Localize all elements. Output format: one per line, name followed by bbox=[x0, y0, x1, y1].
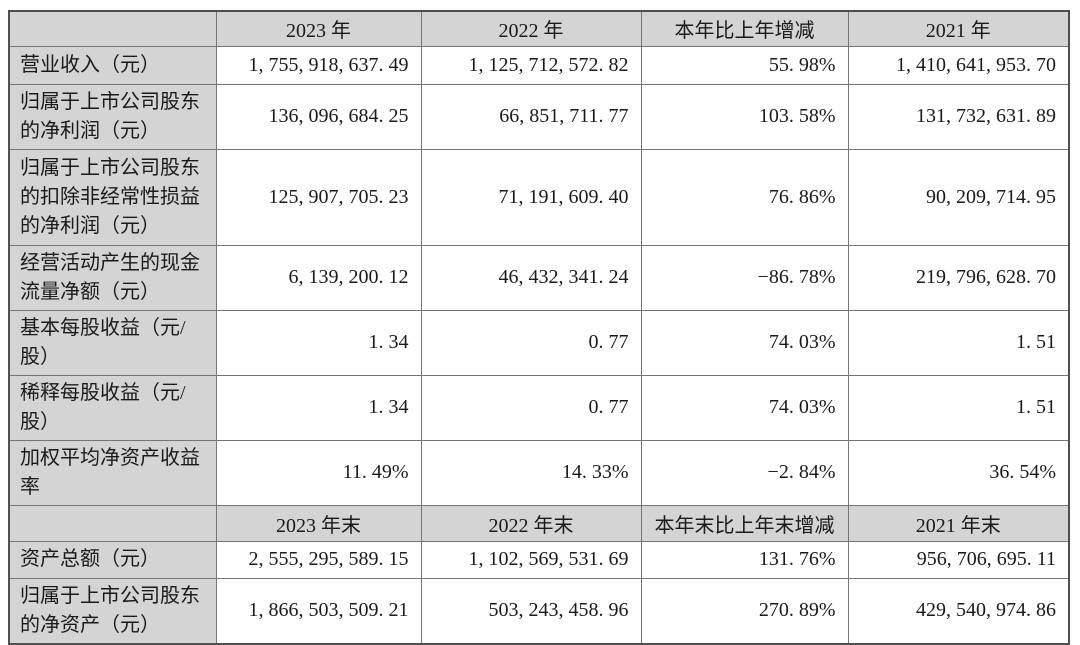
value-change: 76. 86% bbox=[640, 148, 849, 246]
value-2023: 2, 555, 295, 589. 15 bbox=[215, 540, 422, 579]
value-change: −2. 84% bbox=[640, 439, 849, 506]
header-yoy-end-change: 本年末比上年末增减 bbox=[640, 504, 849, 542]
row-label: 归属于上市公司股东的扣除非经常性损益的净利润（元） bbox=[8, 148, 217, 246]
value-2022: 503, 243, 458. 96 bbox=[420, 577, 642, 644]
value-2023: 136, 096, 684. 25 bbox=[215, 83, 422, 150]
header-2023-end: 2023 年末 bbox=[215, 504, 422, 542]
value-change: 270. 89% bbox=[640, 577, 849, 644]
value-2022: 1, 102, 569, 531. 69 bbox=[420, 540, 642, 579]
row-net-assets-attributable: 归属于上市公司股东的净资产（元） 1, 866, 503, 509. 21 50… bbox=[8, 577, 1070, 644]
value-2023: 11. 49% bbox=[215, 439, 422, 506]
value-2021: 429, 540, 974. 86 bbox=[847, 577, 1070, 644]
value-2022: 46, 432, 341. 24 bbox=[420, 244, 642, 311]
row-net-profit-attributable: 归属于上市公司股东的净利润（元） 136, 096, 684. 25 66, 8… bbox=[8, 83, 1070, 150]
value-2021: 1. 51 bbox=[847, 374, 1070, 441]
value-2021: 1, 410, 641, 953. 70 bbox=[847, 45, 1070, 85]
header-2021-end: 2021 年末 bbox=[847, 504, 1070, 542]
value-2022: 71, 191, 609. 40 bbox=[420, 148, 642, 246]
value-2022: 1, 125, 712, 572. 82 bbox=[420, 45, 642, 85]
value-2023: 125, 907, 705. 23 bbox=[215, 148, 422, 246]
value-2023: 1, 866, 503, 509. 21 bbox=[215, 577, 422, 644]
row-label: 基本每股收益（元/股） bbox=[8, 309, 217, 376]
row-label: 经营活动产生的现金流量净额（元） bbox=[8, 244, 217, 311]
header-2023: 2023 年 bbox=[215, 10, 422, 47]
row-operating-cash-flow: 经营活动产生的现金流量净额（元） 6, 139, 200. 12 46, 432… bbox=[8, 244, 1070, 311]
value-2022: 14. 33% bbox=[420, 439, 642, 506]
header-row-year: 2023 年 2022 年 本年比上年增减 2021 年 bbox=[8, 10, 1070, 47]
corner-cell bbox=[8, 10, 217, 47]
row-label: 资产总额（元） bbox=[8, 540, 217, 579]
header-2021: 2021 年 bbox=[847, 10, 1070, 47]
row-label: 稀释每股收益（元/股） bbox=[8, 374, 217, 441]
value-2023: 1, 755, 918, 637. 49 bbox=[215, 45, 422, 85]
row-label: 归属于上市公司股东的净利润（元） bbox=[8, 83, 217, 150]
header-2022: 2022 年 bbox=[420, 10, 642, 47]
value-change: 103. 58% bbox=[640, 83, 849, 150]
header-row-year-end: 2023 年末 2022 年末 本年末比上年末增减 2021 年末 bbox=[8, 504, 1070, 542]
row-label: 加权平均净资产收益率 bbox=[8, 439, 217, 506]
value-2022: 0. 77 bbox=[420, 374, 642, 441]
value-2023: 6, 139, 200. 12 bbox=[215, 244, 422, 311]
value-change: 55. 98% bbox=[640, 45, 849, 85]
value-2021: 90, 209, 714. 95 bbox=[847, 148, 1070, 246]
row-basic-eps: 基本每股收益（元/股） 1. 34 0. 77 74. 03% 1. 51 bbox=[8, 309, 1070, 376]
value-2022: 66, 851, 711. 77 bbox=[420, 83, 642, 150]
value-change: 74. 03% bbox=[640, 309, 849, 376]
header-yoy-change: 本年比上年增减 bbox=[640, 10, 849, 47]
row-label: 营业收入（元） bbox=[8, 45, 217, 85]
row-label: 归属于上市公司股东的净资产（元） bbox=[8, 577, 217, 644]
row-operating-revenue: 营业收入（元） 1, 755, 918, 637. 49 1, 125, 712… bbox=[8, 45, 1070, 85]
header-2022-end: 2022 年末 bbox=[420, 504, 642, 542]
row-total-assets: 资产总额（元） 2, 555, 295, 589. 15 1, 102, 569… bbox=[8, 540, 1070, 579]
value-2023: 1. 34 bbox=[215, 374, 422, 441]
value-2023: 1. 34 bbox=[215, 309, 422, 376]
value-2022: 0. 77 bbox=[420, 309, 642, 376]
value-change: 131. 76% bbox=[640, 540, 849, 579]
value-2021: 36. 54% bbox=[847, 439, 1070, 506]
row-diluted-eps: 稀释每股收益（元/股） 1. 34 0. 77 74. 03% 1. 51 bbox=[8, 374, 1070, 441]
row-net-profit-excl-nonrecurring: 归属于上市公司股东的扣除非经常性损益的净利润（元） 125, 907, 705.… bbox=[8, 148, 1070, 246]
financial-summary-table: 2023 年 2022 年 本年比上年增减 2021 年 营业收入（元） 1, … bbox=[8, 10, 1070, 645]
corner-cell bbox=[8, 504, 217, 542]
value-2021: 956, 706, 695. 11 bbox=[847, 540, 1070, 579]
value-2021: 131, 732, 631. 89 bbox=[847, 83, 1070, 150]
value-change: 74. 03% bbox=[640, 374, 849, 441]
row-weighted-avg-roe: 加权平均净资产收益率 11. 49% 14. 33% −2. 84% 36. 5… bbox=[8, 439, 1070, 506]
value-2021: 219, 796, 628. 70 bbox=[847, 244, 1070, 311]
value-change: −86. 78% bbox=[640, 244, 849, 311]
value-2021: 1. 51 bbox=[847, 309, 1070, 376]
